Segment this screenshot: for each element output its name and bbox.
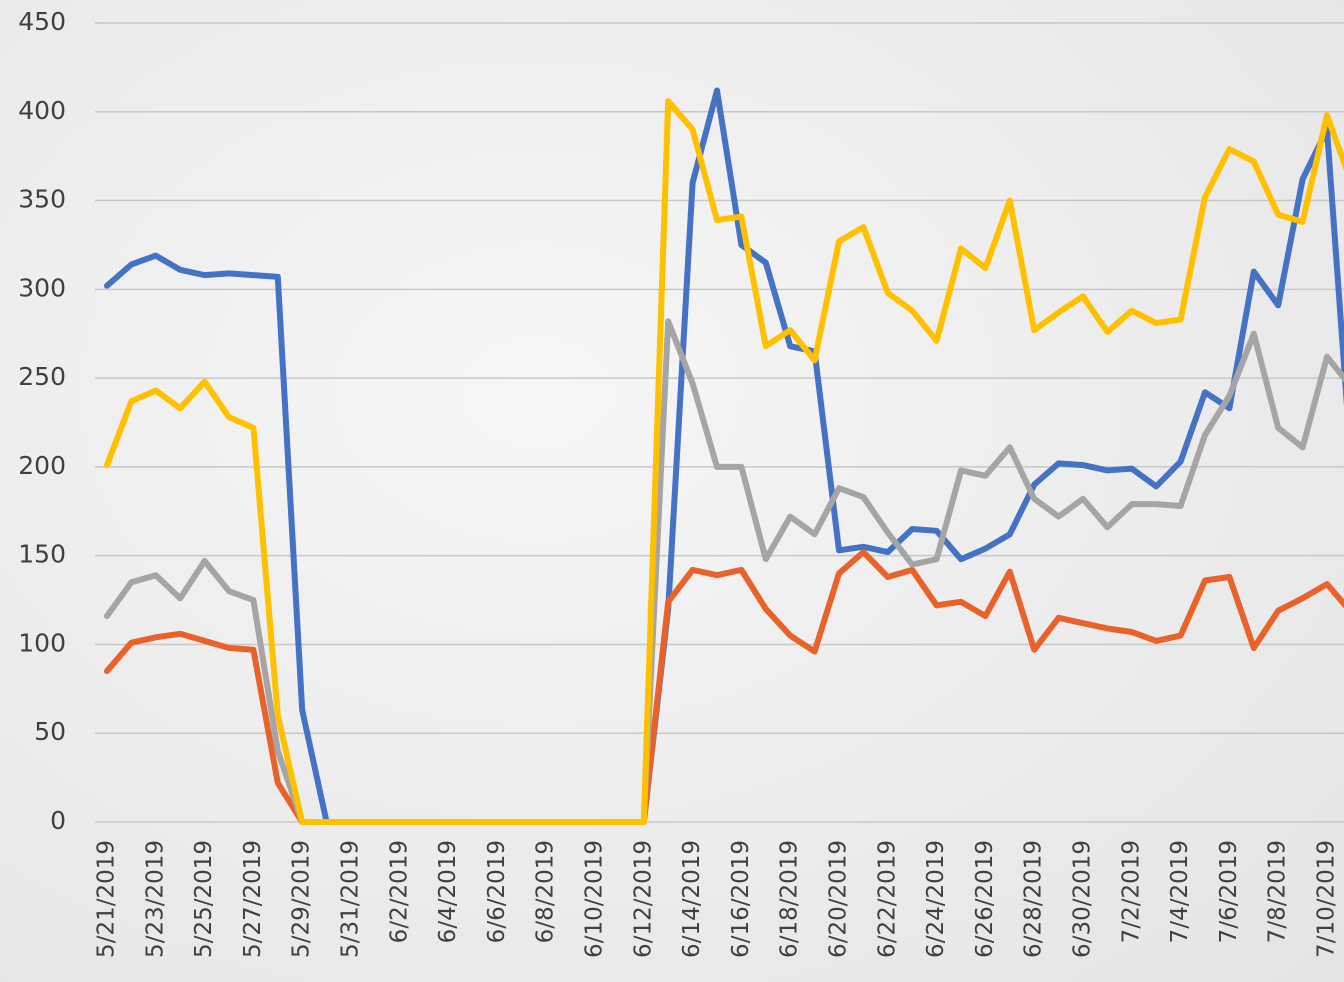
x-tick-label: 6/12/2019 (630, 840, 656, 958)
x-tick-label: 6/14/2019 (679, 840, 705, 958)
x-tick-label: 7/10/2019 (1314, 840, 1340, 958)
x-tick-label: 6/26/2019 (972, 840, 998, 958)
x-tick-label: 6/4/2019 (435, 840, 461, 943)
x-tick-label: 6/18/2019 (777, 840, 803, 958)
y-tick-label: 350 (18, 185, 66, 214)
y-tick-label: 450 (18, 7, 66, 36)
x-tick-label: 5/29/2019 (289, 840, 315, 958)
x-tick-label: 6/20/2019 (826, 840, 852, 958)
x-tick-label: 5/21/2019 (94, 840, 120, 958)
y-tick-label: 0 (50, 806, 66, 835)
y-tick-label: 100 (18, 628, 66, 657)
y-tick-label: 150 (18, 540, 66, 569)
x-tick-label: 7/8/2019 (1265, 840, 1291, 943)
y-tick-label: 250 (18, 362, 66, 391)
line-series (104, 98, 1344, 825)
y-tick-label: 50 (34, 717, 66, 746)
y-tick-label: 400 (18, 96, 66, 125)
x-tick-label: 5/23/2019 (142, 840, 168, 958)
x-tick-label: 6/30/2019 (1070, 840, 1096, 958)
y-tick-label: 200 (18, 451, 66, 480)
x-tick-label: 6/2/2019 (386, 840, 412, 943)
x-tick-label: 6/8/2019 (533, 840, 559, 943)
x-tick-label: 5/25/2019 (191, 840, 217, 958)
x-tick-label: 6/28/2019 (1021, 840, 1047, 958)
x-tick-label: 7/4/2019 (1167, 840, 1193, 943)
x-tick-label: 6/24/2019 (923, 840, 949, 958)
x-tick-label: 7/2/2019 (1118, 840, 1144, 943)
x-tick-label: 6/16/2019 (728, 840, 754, 958)
x-tick-label: 7/6/2019 (1216, 840, 1242, 943)
line-series (104, 87, 1344, 825)
x-tick-label: 5/31/2019 (338, 840, 364, 958)
x-tick-label: 5/27/2019 (240, 840, 266, 958)
x-tick-label: 6/6/2019 (484, 840, 510, 943)
x-tick-label: 6/22/2019 (874, 840, 900, 958)
x-tick-label: 6/10/2019 (582, 840, 608, 958)
y-tick-label: 300 (18, 273, 66, 302)
